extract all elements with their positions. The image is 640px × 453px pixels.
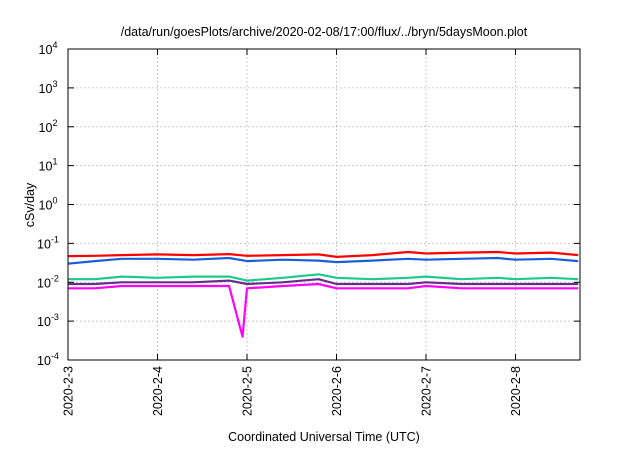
x-tick-label: 2020-2-7 [420,366,434,416]
x-tick-label: 2020-2-5 [241,366,255,416]
x-tick-label: 2020-2-4 [151,366,165,416]
y-tick-label: 101 [39,157,58,174]
y-tick-label: 10-1 [37,234,59,251]
x-axis: 2020-2-3 2020-2-4 2020-2-5 2020-2-6 2020-2-7… [62,49,523,416]
y-tick-exponent: 4 [52,40,57,50]
y-tick-label: 10-4 [37,351,59,368]
y-tick-base: 10 [39,199,53,213]
y-tick-exponent: -4 [51,351,59,361]
y-tick-exponent: -2 [51,273,59,283]
chart-title: /data/run/goesPlots/archive/2020-02-08/1… [121,25,528,39]
y-tick-base: 10 [37,276,51,290]
x-tick-label: 2020-2-3 [62,366,76,416]
y-tick-base: 10 [39,121,53,135]
y-tick-exponent: 1 [52,157,57,167]
y-tick-label: 104 [39,40,58,57]
y-tick-exponent: -3 [51,312,59,322]
y-tick-exponent: -1 [51,234,59,244]
y-tick-label: 102 [39,118,58,135]
y-tick-base: 10 [39,82,53,96]
y-tick-label: 10-3 [37,312,59,329]
series-line-5 [68,282,579,338]
y-tick-exponent: 2 [52,118,57,128]
y-tick-base: 10 [39,43,53,57]
y-tick-label: 103 [39,79,58,96]
y-tick-base: 10 [39,160,53,174]
series-line-1 [67,250,579,258]
y-tick-exponent: 3 [52,79,57,89]
series-line-2 [67,256,579,265]
y-tick-label: 100 [39,196,58,213]
y-tick-base: 10 [37,237,51,251]
x-tick-label: 2020-2-6 [330,366,344,416]
x-axis-label: Coordinated Universal Time (UTC) [228,430,420,444]
grid [68,49,580,360]
y-axis-label: cSv/day [23,182,37,227]
y-tick-base: 10 [37,315,51,329]
y-tick-exponent: 0 [52,196,57,206]
series-line-4 [68,278,579,286]
x-tick-label: 2020-2-8 [509,366,523,416]
y-tick-base: 10 [37,354,51,368]
y-tick-label: 10-2 [37,273,59,290]
series-lines [67,250,579,338]
series-line-3 [68,273,579,282]
